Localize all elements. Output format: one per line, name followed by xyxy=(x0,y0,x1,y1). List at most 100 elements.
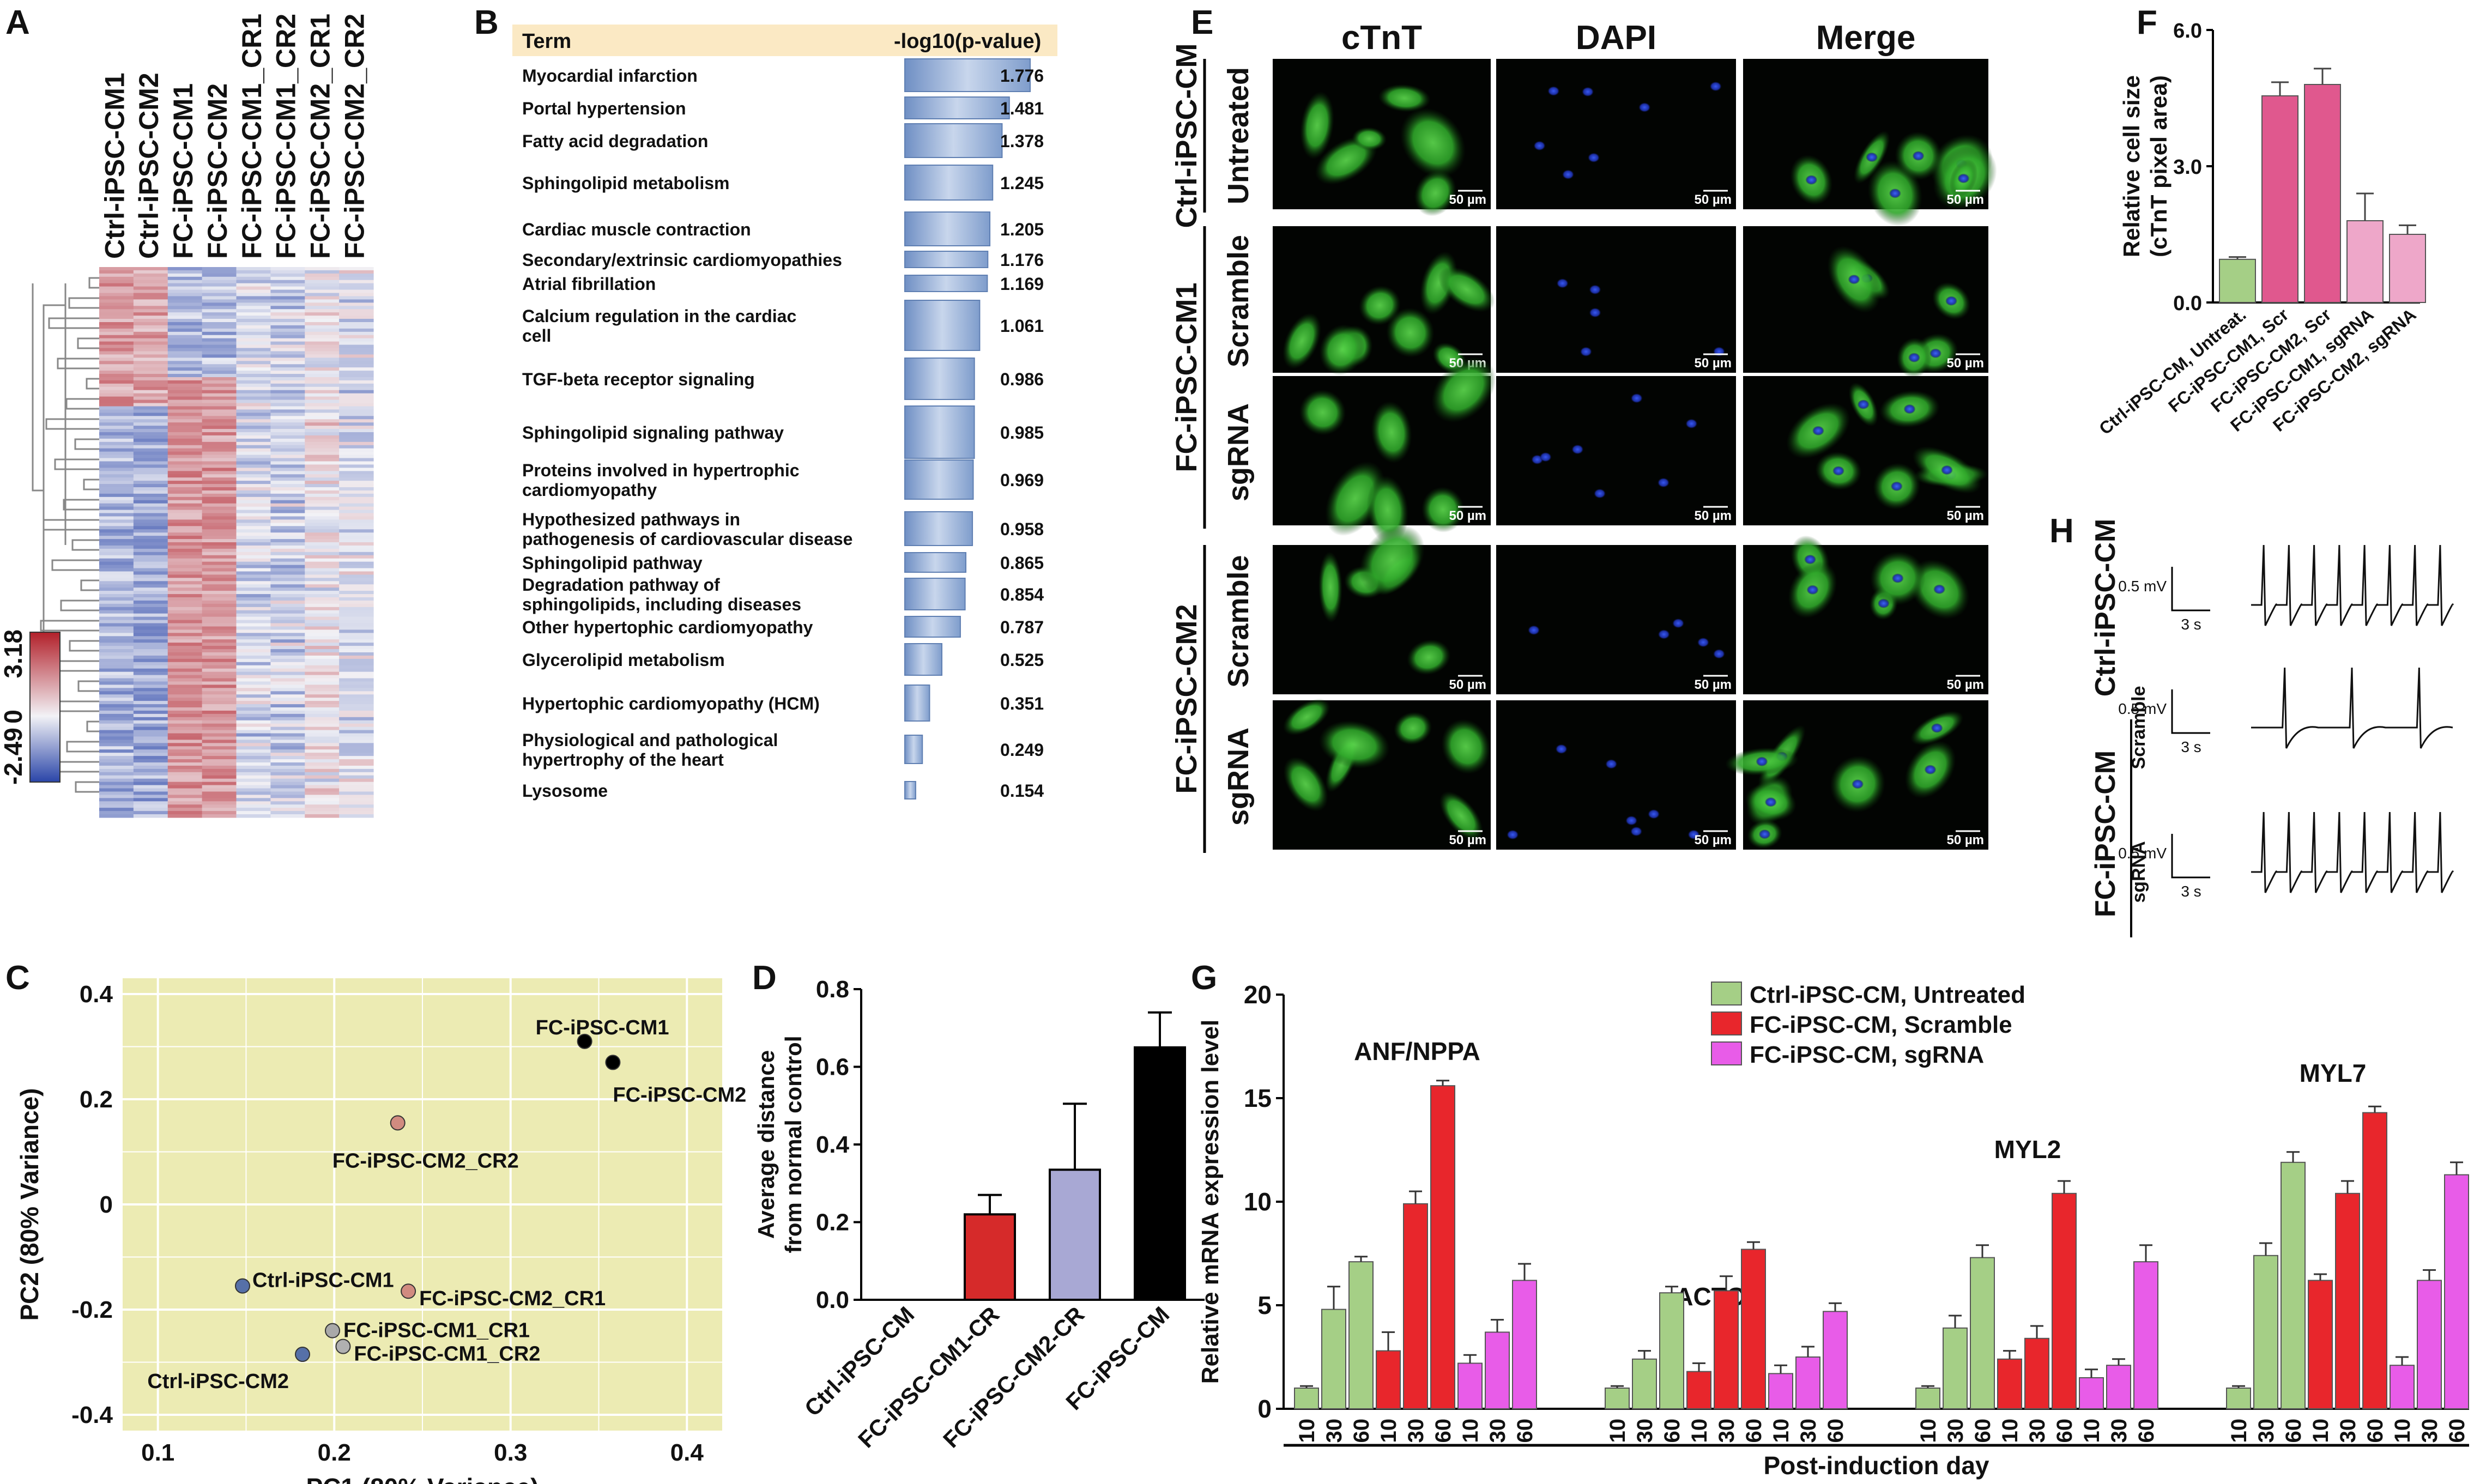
heatmap-cell xyxy=(167,516,203,520)
heatmap-cell xyxy=(305,733,340,737)
trace-group-label: Ctrl-iPSC-CM xyxy=(2090,519,2121,696)
row-label: Scramble xyxy=(1222,235,1255,367)
heatmap-cell xyxy=(167,481,203,484)
dapi-nucleus xyxy=(1857,399,1870,410)
ctnt-cell xyxy=(1352,127,1387,151)
heatmap-cell xyxy=(270,325,305,329)
heatmap-cell xyxy=(339,775,374,779)
heatmap-cell xyxy=(167,403,203,407)
term-label: Atrial fibrillation xyxy=(522,274,656,294)
heatmap-cell xyxy=(202,536,237,540)
heatmap-cell xyxy=(167,584,203,588)
heatmap-cell xyxy=(133,552,168,556)
heatmap-cell xyxy=(236,746,271,750)
heatmap-cell xyxy=(167,775,203,779)
heatmap-cell xyxy=(99,694,134,698)
heatmap-cell xyxy=(270,516,305,520)
heatmap-cell xyxy=(270,643,305,646)
heatmap-cell xyxy=(99,432,134,436)
heatmap-cell xyxy=(202,778,237,783)
heatmap-cell xyxy=(305,371,340,374)
heatmap-cell xyxy=(305,286,340,290)
heatmap-cell xyxy=(236,493,271,498)
heatmap-cell xyxy=(202,710,237,714)
heatmap-cell xyxy=(236,765,271,770)
heatmap-cell xyxy=(99,441,134,446)
heatmap-cell xyxy=(305,772,340,776)
heatmap-cell xyxy=(202,671,237,676)
heatmap-cell xyxy=(133,671,168,676)
heatmap-cell xyxy=(167,283,203,287)
heatmap-cell xyxy=(133,341,168,346)
heatmap-cell xyxy=(99,493,134,498)
heatmap-cell xyxy=(133,309,168,313)
enrichment-bar xyxy=(904,685,930,722)
heatmap-cell xyxy=(339,597,374,601)
heatmap-cell xyxy=(305,474,340,478)
dendrogram-trunk xyxy=(32,283,66,643)
x-tick-label: 0.3 xyxy=(494,1439,527,1466)
heatmap-cell xyxy=(305,675,340,679)
heatmap-cell xyxy=(270,299,305,303)
row-label: sgRNA xyxy=(1222,728,1255,826)
heatmap-cell xyxy=(99,808,134,811)
bar xyxy=(1659,1292,1684,1409)
heatmap-cell xyxy=(167,603,203,608)
heatmap-cell xyxy=(270,633,305,637)
heatmap-cell xyxy=(236,804,271,808)
day-tick-label: 60 xyxy=(2282,1419,2306,1443)
heatmap-cell xyxy=(236,603,271,608)
dapi-nucleus xyxy=(1890,481,1903,492)
heatmap-cell xyxy=(133,276,168,281)
heatmap-cell xyxy=(236,552,271,556)
heatmap-cell xyxy=(339,386,374,391)
heatmap-cell xyxy=(270,306,305,310)
legend-swatch xyxy=(1711,982,1742,1006)
day-tick-label: 30 xyxy=(2336,1419,2360,1443)
heatmap-cell xyxy=(202,607,237,611)
heatmap-cell xyxy=(305,393,340,397)
heatmap-cell xyxy=(236,354,271,358)
heatmap-cell xyxy=(339,496,374,501)
heatmap-cell xyxy=(305,374,340,378)
heatmap-cell xyxy=(167,545,203,549)
heatmap-cell xyxy=(339,358,374,361)
heatmap-cell xyxy=(270,568,305,572)
heatmap-cell xyxy=(167,597,203,601)
heatmap-cell xyxy=(236,406,271,410)
heatmap-cell xyxy=(236,782,271,786)
heatmap-cell xyxy=(133,584,168,588)
heatmap-cell xyxy=(202,429,237,433)
heatmap-cell xyxy=(167,316,203,319)
enrichment-bar xyxy=(904,58,1031,92)
term-label: Hypertophic cardiomyopathy (HCM) xyxy=(522,694,820,713)
heatmap-cell xyxy=(167,399,203,404)
heatmap-cell xyxy=(236,639,271,643)
heatmap-cell xyxy=(305,267,340,271)
ctnt-cell xyxy=(1441,719,1491,774)
heatmap-cell xyxy=(339,707,374,711)
heatmap-cell xyxy=(202,451,237,456)
header-term: Term xyxy=(522,30,571,53)
heatmap-cell xyxy=(99,380,134,384)
heatmap-cell xyxy=(202,513,237,517)
heatmap-cell xyxy=(236,814,271,818)
bar xyxy=(1485,1331,1510,1409)
heatmap-cell xyxy=(202,811,237,815)
heatmap-cell xyxy=(202,726,237,731)
dapi-nucleus xyxy=(1940,465,1953,475)
heatmap-cell xyxy=(202,717,237,721)
heatmap-cell xyxy=(270,309,305,313)
heatmap-cell xyxy=(202,435,237,439)
heatmap-cell xyxy=(202,267,237,271)
scale-bar-label: 50 µm xyxy=(1449,833,1486,847)
heatmap-cell xyxy=(167,432,203,436)
heatmap-cell xyxy=(99,289,134,294)
heatmap-cell xyxy=(99,542,134,546)
enrichment-bar xyxy=(904,405,975,459)
heatmap-cell xyxy=(167,493,203,498)
heatmap-cell xyxy=(339,665,374,669)
heatmap-cell xyxy=(270,451,305,456)
heatmap-cell xyxy=(305,273,340,277)
heatmap-cell xyxy=(270,759,305,763)
